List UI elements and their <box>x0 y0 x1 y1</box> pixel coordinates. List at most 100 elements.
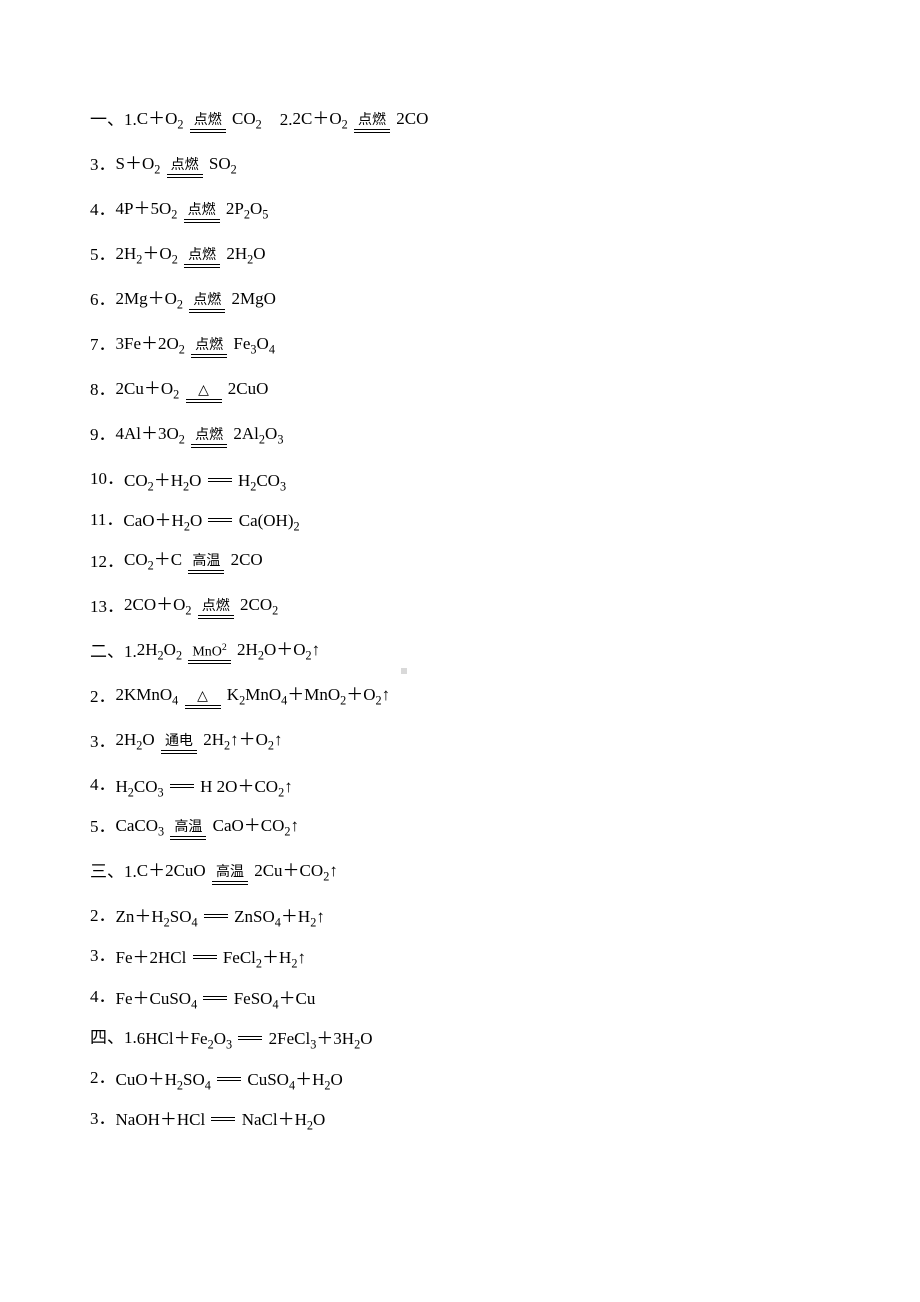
equation: 2C＋O2 点燃 2CO <box>293 110 429 133</box>
reaction-arrow: 点燃 <box>184 249 220 268</box>
item-number: 4． <box>90 201 116 218</box>
watermark-dot <box>401 668 407 674</box>
equals-icon <box>217 1077 241 1081</box>
equation-line: 9．4Al＋3O2 点燃 2Al2O3 <box>90 425 830 448</box>
equation: CO2＋H2O H2CO3 <box>124 472 286 489</box>
reaction-arrow: 点燃 <box>189 294 225 313</box>
reaction-arrow: △ <box>186 384 222 403</box>
condition-label: 点燃 <box>191 429 227 445</box>
equation-line: 一、1.C＋O2 点燃 CO2 2.2C＋O2 点燃 2CO <box>90 110 830 133</box>
condition-label: MnO2 <box>188 643 230 662</box>
condition-label: △ <box>186 384 222 400</box>
equation-line: 5．CaCO3 高温 CaO＋CO2↑ <box>90 817 830 840</box>
item-number: 2. <box>280 111 293 128</box>
equation-line: 3．NaOH＋HCl NaCl＋H2O <box>90 1110 830 1129</box>
equation: 2Cu＋O2 △ 2CuO <box>116 380 269 403</box>
item-number: 3． <box>90 947 116 964</box>
reaction-arrow: △ <box>185 690 221 709</box>
item-number: 2． <box>90 907 116 924</box>
section-heading: 四、 <box>90 1029 124 1046</box>
reaction-arrow: 点燃 <box>354 114 390 133</box>
equation: C＋O2 点燃 CO2 <box>137 110 262 133</box>
reaction-arrow: 通电 <box>161 735 197 754</box>
condition-label: 点燃 <box>189 294 225 310</box>
condition-label: △ <box>185 690 221 706</box>
section-heading: 三、 <box>90 863 124 880</box>
equation: CuO＋H2SO4 CuSO4＋H2O <box>116 1071 343 1088</box>
equation-line: 二、1.2H2O2 MnO2 2H2O＋O2↑ <box>90 641 830 664</box>
equation-line: 3．Fe＋2HCl FeCl2＋H2↑ <box>90 947 830 966</box>
equation: 2H2＋O2 点燃 2H2O <box>116 245 266 268</box>
equation-line: 12．CO2＋C 高温 2CO <box>90 551 830 574</box>
item-number: 1. <box>124 111 137 128</box>
item-number: 3． <box>90 733 116 750</box>
reaction-arrow: 点燃 <box>198 600 234 619</box>
item-number: 5． <box>90 818 116 835</box>
item-number: 10． <box>90 470 124 487</box>
equals-icon <box>193 955 217 959</box>
reaction-arrow: 点燃 <box>184 204 220 223</box>
equation-line: 4．4P＋5O2 点燃 2P2O5 <box>90 200 830 223</box>
equation-line: 2．Zn＋H2SO4 ZnSO4＋H2↑ <box>90 907 830 926</box>
item-number: 4． <box>90 776 116 793</box>
equation: 2KMnO4 △ K2MnO4＋MnO2＋O2↑ <box>116 686 391 709</box>
equals-icon <box>204 914 228 918</box>
reaction-arrow: 高温 <box>212 866 248 885</box>
equals-icon <box>238 1036 262 1040</box>
section-heading: 二、 <box>90 643 124 660</box>
item-number: 3． <box>90 156 116 173</box>
equation: 4P＋5O2 点燃 2P2O5 <box>116 200 269 223</box>
item-number: 6． <box>90 291 116 308</box>
equation: C＋2CuO 高温 2Cu＋CO2↑ <box>137 862 338 885</box>
page: 一、1.C＋O2 点燃 CO22.2C＋O2 点燃 2CO3．S＋O2 点燃 S… <box>0 0 920 1128</box>
item-number: 7． <box>90 336 116 353</box>
equals-icon <box>203 996 227 1000</box>
equation-line: 11．CaO＋H2O Ca(OH)2 <box>90 511 830 530</box>
condition-label: 点燃 <box>167 159 203 175</box>
equation: Zn＋H2SO4 ZnSO4＋H2↑ <box>116 908 325 925</box>
condition-label: 点燃 <box>354 114 390 130</box>
item-number: 2． <box>90 688 116 705</box>
condition-label: 高温 <box>212 866 248 882</box>
equation: Fe＋2HCl FeCl2＋H2↑ <box>116 949 306 966</box>
equation-line: 四、1.6HCl＋Fe2O3 2FeCl3＋3H2O <box>90 1029 830 1048</box>
reaction-arrow: 高温 <box>170 821 206 840</box>
condition-label: 点燃 <box>184 249 220 265</box>
reaction-arrow: 点燃 <box>167 159 203 178</box>
equals-icon <box>208 518 232 522</box>
reaction-arrow: 点燃 <box>191 339 227 358</box>
condition-label: 点燃 <box>198 600 234 616</box>
equation-line: 13．2CO＋O2 点燃 2CO2 <box>90 596 830 619</box>
reaction-arrow: 点燃 <box>190 114 226 133</box>
item-number: 11． <box>90 511 123 528</box>
condition-label: 高温 <box>188 555 224 571</box>
equation: 4Al＋3O2 点燃 2Al2O3 <box>116 425 284 448</box>
item-number: 4． <box>90 988 116 1005</box>
item-number: 1. <box>124 643 137 660</box>
equation-line: 10．CO2＋H2O H2CO3 <box>90 470 830 489</box>
item-number: 12． <box>90 553 124 570</box>
equals-icon <box>211 1117 235 1121</box>
item-number: 3． <box>90 1110 116 1127</box>
condition-label: 高温 <box>170 821 206 837</box>
item-number: 8． <box>90 381 116 398</box>
section-heading: 一、 <box>90 111 124 128</box>
equation: 2H2O 通电 2H2↑＋O2↑ <box>116 731 283 754</box>
equals-icon <box>208 478 232 482</box>
equation-line: 4．Fe＋CuSO4 FeSO4＋Cu <box>90 988 830 1007</box>
equation: 2H2O2 MnO2 2H2O＋O2↑ <box>137 641 320 664</box>
item-number: 1. <box>124 863 137 880</box>
reaction-arrow: 点燃 <box>191 429 227 448</box>
condition-label: 点燃 <box>190 114 226 130</box>
condition-label: 点燃 <box>184 204 220 220</box>
item-number: 13． <box>90 598 124 615</box>
equals-icon <box>170 784 194 788</box>
condition-label: 点燃 <box>191 339 227 355</box>
equation-line: 6．2Mg＋O2 点燃 2MgO <box>90 290 830 313</box>
item-number: 2． <box>90 1069 116 1086</box>
equation: 6HCl＋Fe2O3 2FeCl3＋3H2O <box>137 1030 373 1047</box>
reaction-arrow: MnO2 <box>188 643 230 665</box>
equation-line: 4．H2CO3 H 2O＋CO2↑ <box>90 776 830 795</box>
equation: H2CO3 H 2O＋CO2↑ <box>116 778 293 795</box>
reaction-arrow: 高温 <box>188 555 224 574</box>
